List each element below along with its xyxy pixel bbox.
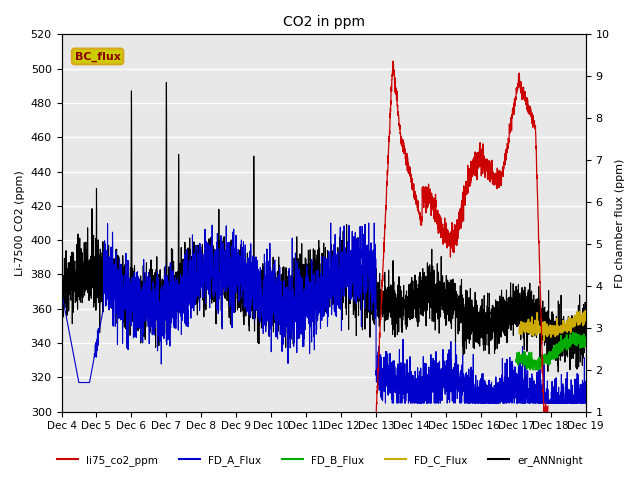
Title: CO2 in ppm: CO2 in ppm bbox=[283, 15, 365, 29]
Text: BC_flux: BC_flux bbox=[75, 51, 120, 61]
Y-axis label: FD chamber flux (ppm): FD chamber flux (ppm) bbox=[615, 158, 625, 288]
Legend: li75_co2_ppm, FD_A_Flux, FD_B_Flux, FD_C_Flux, er_ANNnight: li75_co2_ppm, FD_A_Flux, FD_B_Flux, FD_C… bbox=[52, 451, 588, 470]
Y-axis label: Li-7500 CO2 (ppm): Li-7500 CO2 (ppm) bbox=[15, 170, 25, 276]
